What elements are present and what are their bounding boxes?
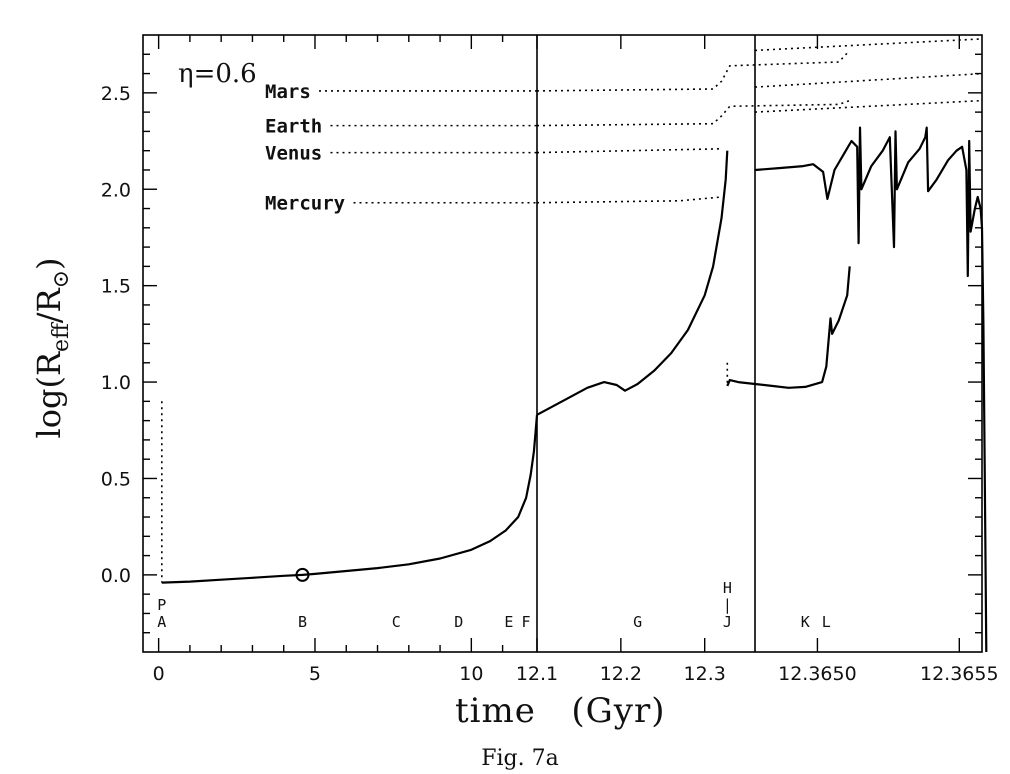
x-tick-label: 12.3650 [778, 663, 857, 685]
phase-label-F: F [522, 613, 531, 631]
figure-caption: Fig. 7a [481, 746, 558, 771]
y-tick-label: 2.0 [101, 179, 131, 201]
x-tick-label: 12.3 [684, 663, 726, 685]
planet-label-mars: Mars [265, 81, 311, 103]
phase-label-B: B [298, 613, 307, 631]
radius-curve-0 [161, 414, 539, 584]
dotted-series-1-4 [536, 49, 851, 92]
phase-label-D: D [454, 613, 463, 631]
phase-label-H: H [723, 579, 732, 597]
planet-label-venus: Venus [265, 143, 322, 165]
x-tick-label: 12.1 [516, 663, 558, 685]
y-tick-label: 1.0 [101, 372, 131, 394]
phase-label-E: E [504, 613, 513, 631]
dotted-series-1-1 [536, 196, 722, 204]
phase-label-K: K [801, 613, 810, 631]
planet-label-earth: Earth [265, 116, 322, 138]
radius-curve-1-1 [726, 266, 851, 389]
phase-label-A: A [157, 613, 166, 631]
dotted-series-1-2 [536, 148, 722, 154]
dotted-series-2-2 [754, 38, 983, 52]
x-tick-label: 12.2 [600, 663, 642, 685]
dotted-series-2-1 [754, 72, 983, 88]
y-tick-label: 2.5 [101, 83, 131, 105]
x-axis-label: time (Gyr) [455, 691, 665, 731]
radius-curve-2-0 [754, 126, 988, 653]
plot-area: 0.0 0.5 1.0 1.5 2.0 2.5 0 5 10 12.1 PA B C D E F Mars Ear… [101, 34, 999, 685]
phase-label-|: | [723, 596, 732, 614]
dotted-series-2-0 [754, 99, 983, 113]
x-tick-label: 10 [459, 663, 483, 685]
marker-circle [295, 567, 310, 582]
phase-label-G: G [633, 613, 642, 631]
x-tick-label: 5 [309, 663, 321, 685]
eta-annotation: η=0.6 [178, 59, 257, 89]
phase-label-C: C [392, 613, 401, 631]
y-axis-label: log(Reff/R⊙) [30, 257, 74, 438]
y-tick-label: 1.5 [101, 276, 131, 298]
phase-label-J: J [723, 613, 732, 631]
radius-curve-1-0 [536, 150, 729, 416]
phase-label-P: P [157, 596, 166, 614]
y-tick-label: 0.0 [101, 565, 131, 587]
planet-label-mercury: Mercury [265, 193, 345, 215]
y-tick-label: 0.5 [101, 468, 131, 490]
phase-label-L: L [822, 613, 831, 631]
x-tick-label: 12.3655 [920, 663, 999, 685]
x-tick-label: 0 [153, 663, 165, 685]
dotted-series-1-3 [536, 99, 850, 127]
